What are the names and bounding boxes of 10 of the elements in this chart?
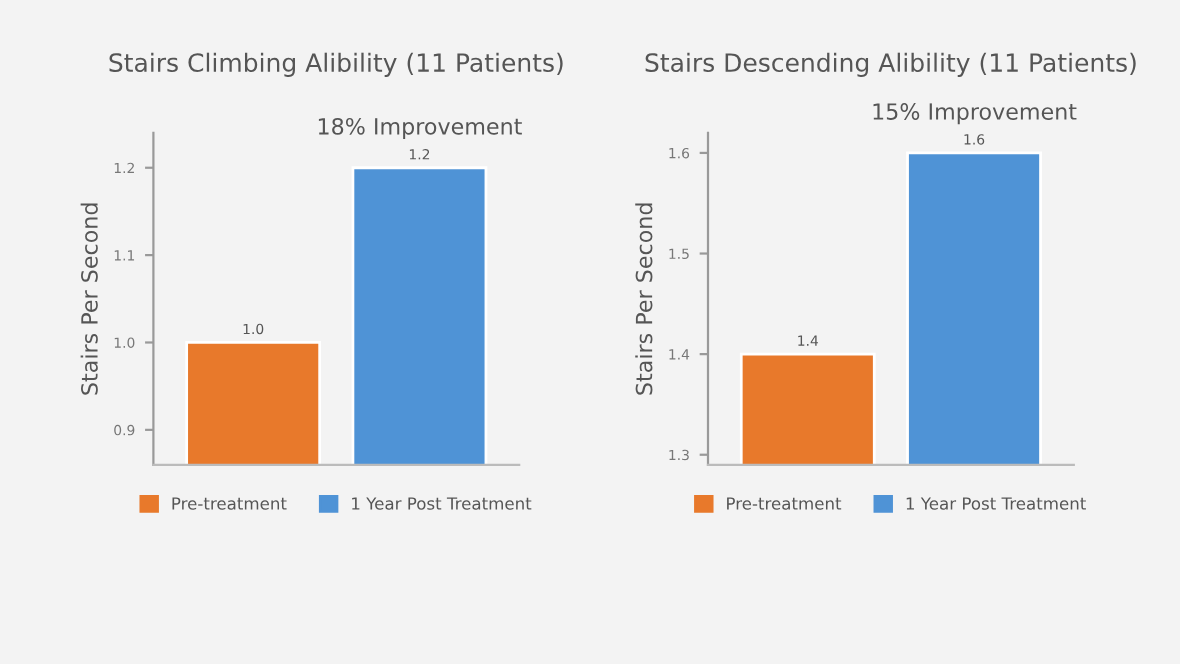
legend-label: Pre-treatment bbox=[172, 497, 287, 510]
text: 15% Improvement bbox=[873, 103, 1077, 125]
y-axis-title: Stairs Per Second bbox=[635, 203, 653, 395]
y-axis-title: Stairs Per Second bbox=[80, 203, 98, 395]
legend-label: Pre-treatment bbox=[727, 497, 842, 510]
annotation: 18% Improvement bbox=[318, 117, 522, 140]
legend-label: 1 Year Post Treatment bbox=[352, 497, 532, 510]
legend-label: 1 Year Post Treatment bbox=[906, 497, 1086, 510]
chart-title: Stairs Climbing Alibility (11 Patients) bbox=[109, 52, 563, 77]
chart-title: Stairs Descending Alibility (11 Patients) bbox=[645, 52, 1136, 77]
